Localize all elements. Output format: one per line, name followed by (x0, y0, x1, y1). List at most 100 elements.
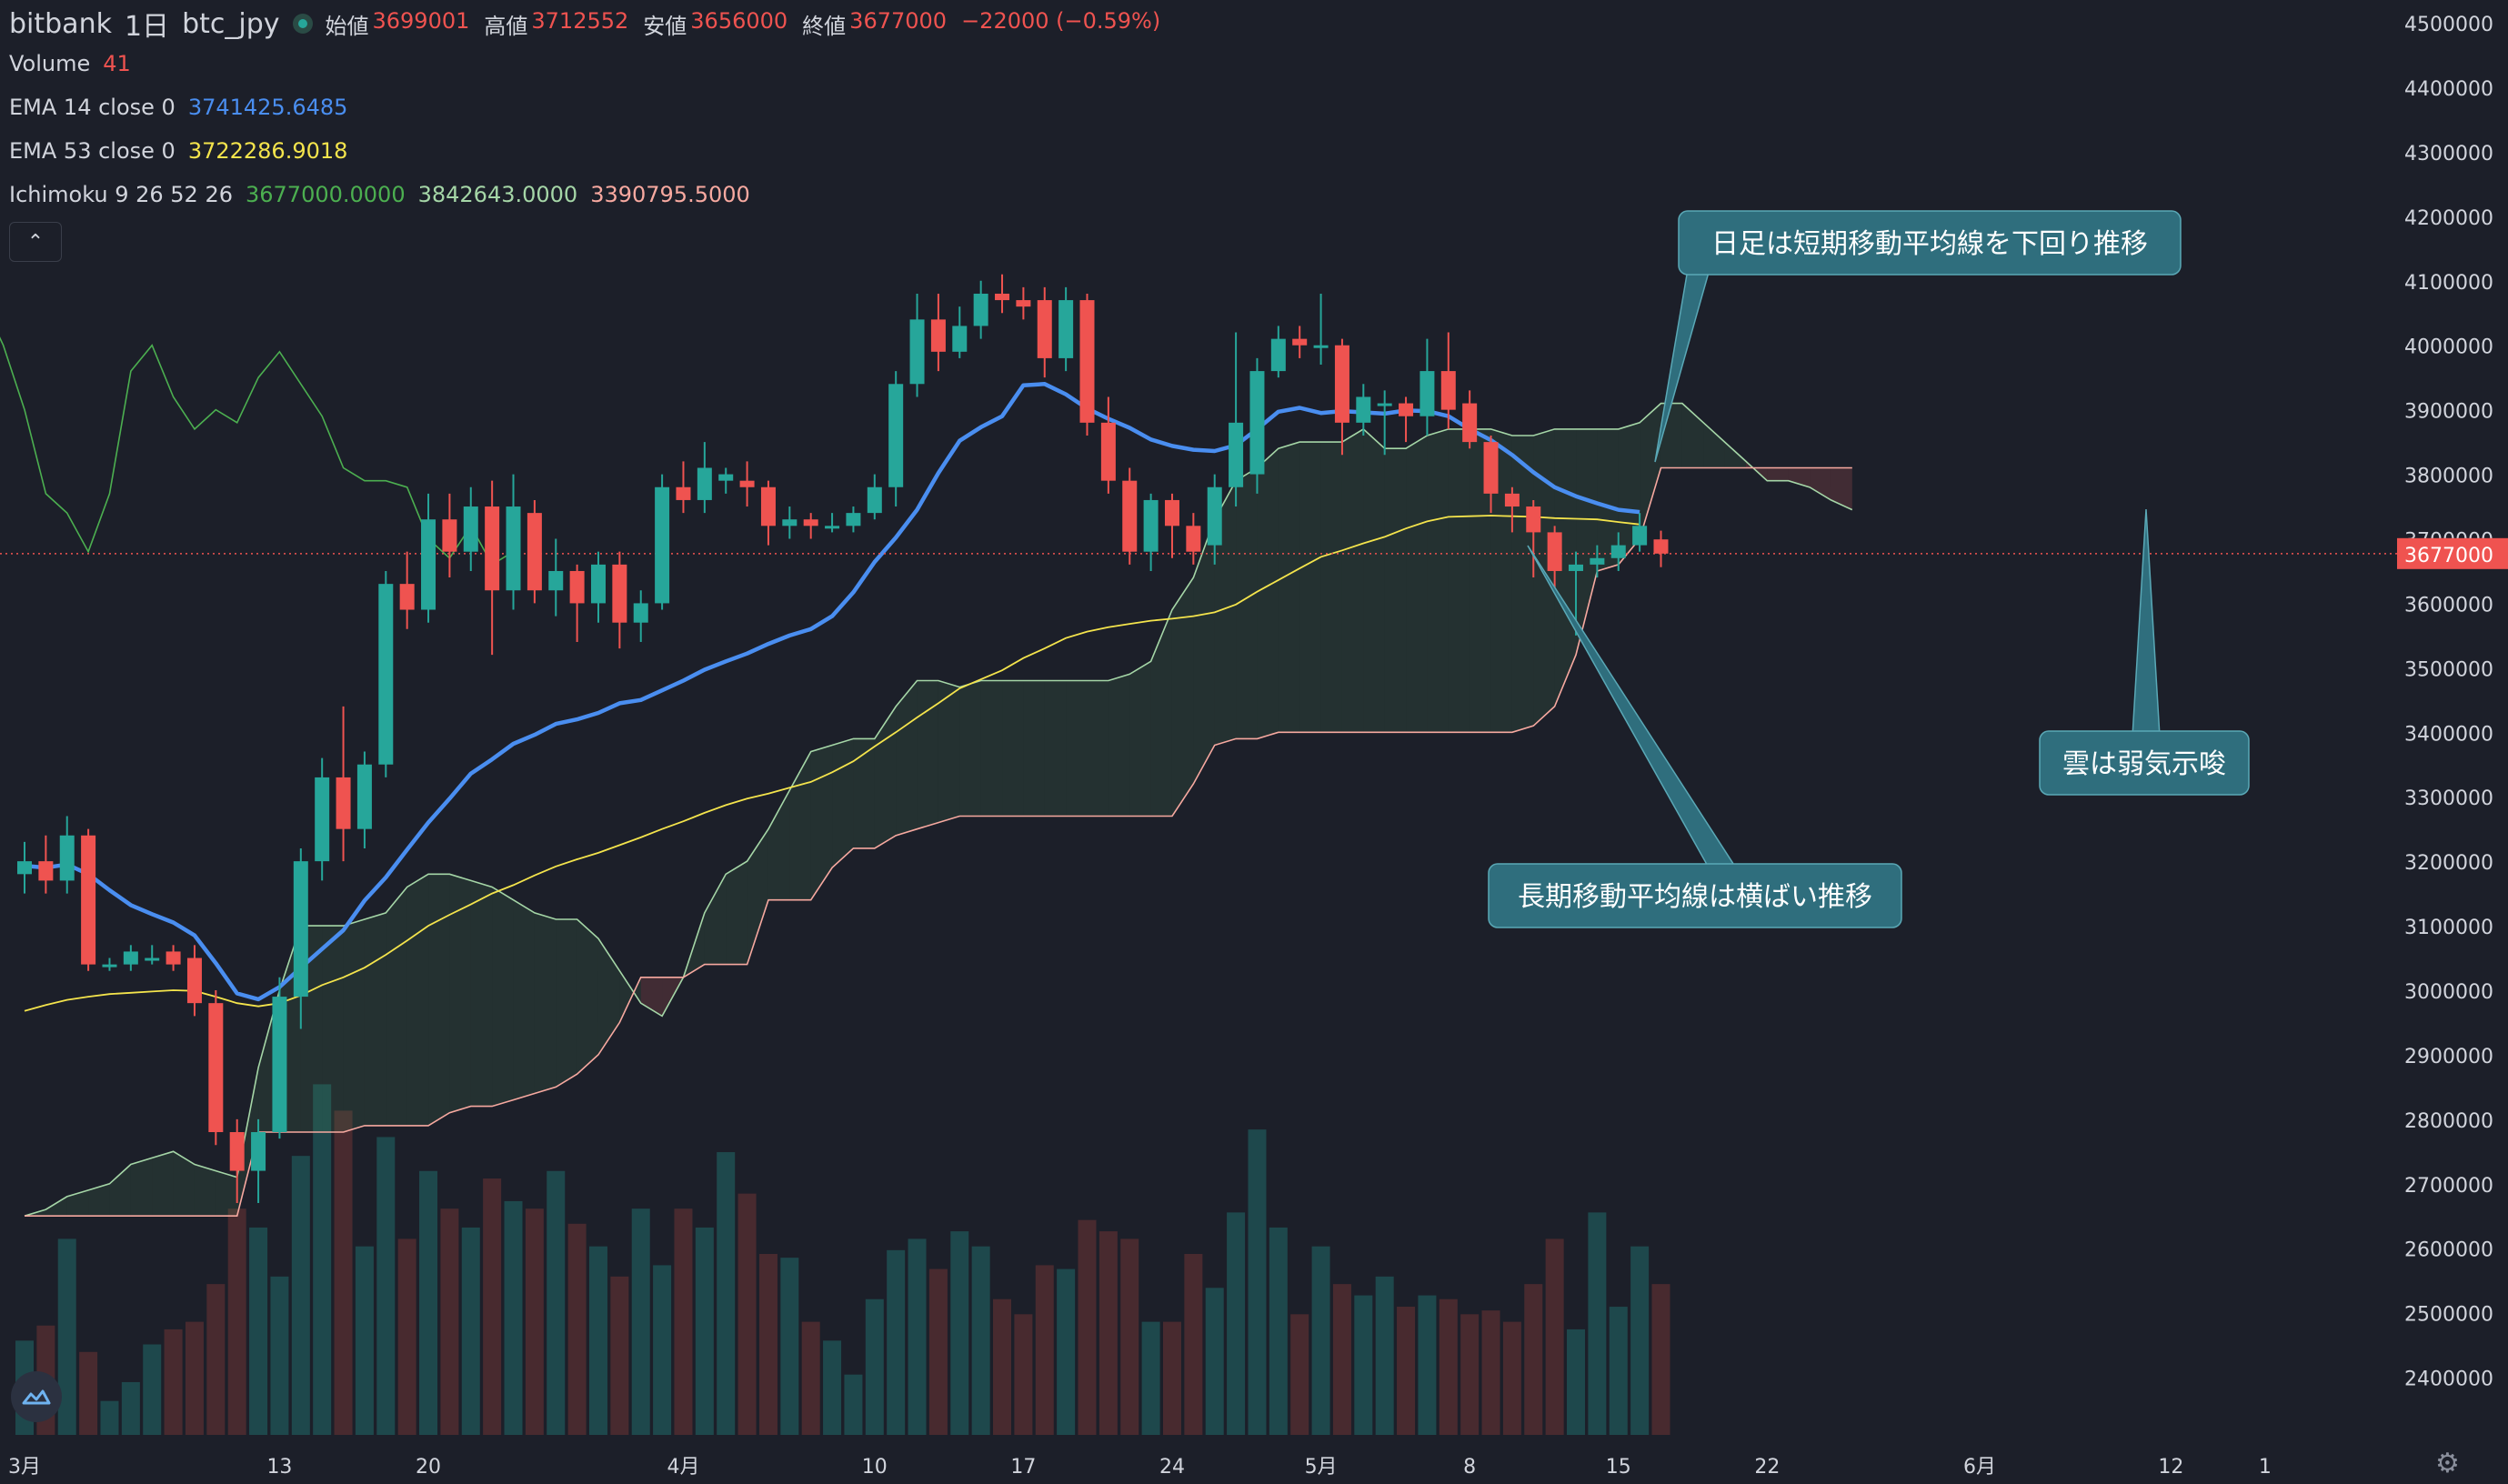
volume-bar (397, 1238, 416, 1435)
cloud-segment (1406, 436, 1428, 733)
legend: bitbank 1日 btc_jpy 始値 3699001 高値 3712552 安… (9, 5, 1160, 216)
cloud-segment (1448, 428, 1470, 733)
cloud-segment (343, 918, 365, 1133)
tradingview-logo[interactable] (11, 1371, 62, 1422)
candle-body (1504, 493, 1520, 507)
volume-bar (1502, 1321, 1521, 1435)
time-tick-label: 3月 (8, 1456, 41, 1479)
chevron-up-icon: ⌃ (26, 230, 45, 254)
candle-body (1440, 371, 1456, 410)
cloud-segment (810, 745, 833, 900)
cloud-segment (1236, 467, 1258, 739)
price-tick-label: 3200000 (2404, 852, 2493, 875)
price-tick-label: 4000000 (2404, 336, 2493, 359)
volume-bar (1609, 1307, 1628, 1435)
ema14-legend[interactable]: EMA 14 close 0 3741425.6485 (9, 85, 1160, 129)
ichimoku-legend[interactable]: Ichimoku 9 26 52 26 3677000.0000 3842643… (9, 173, 1160, 216)
candle-body (1590, 557, 1605, 565)
candle-body (548, 570, 564, 591)
candle-body (1270, 338, 1286, 372)
volume-bar (1567, 1329, 1586, 1435)
candle-body (1356, 396, 1371, 423)
cloud-segment (1129, 661, 1151, 817)
candle-body (1249, 371, 1265, 475)
cloud-segment (1257, 448, 1279, 739)
time-tick-label: 13 (266, 1456, 292, 1479)
volume-bar (1545, 1238, 1564, 1435)
candle-body (760, 486, 776, 526)
volume-bar (1290, 1314, 1309, 1435)
volume-bar (1460, 1314, 1480, 1435)
cloud-segment (938, 680, 960, 823)
candle-body (952, 326, 968, 352)
cloud-segment (1299, 442, 1321, 733)
cloud-segment (704, 874, 727, 965)
volume-bar (143, 1344, 162, 1435)
volume-bar (185, 1321, 204, 1435)
candle-body (1526, 506, 1541, 533)
cloud-segment (513, 899, 535, 1100)
candle-body (356, 764, 372, 829)
ema53-legend[interactable]: EMA 53 close 0 3722286.9018 (9, 129, 1160, 173)
candle-body (229, 1132, 245, 1171)
time-tick-label: 12 (2158, 1456, 2183, 1479)
volume-bar (567, 1223, 587, 1435)
volume-bar (313, 1084, 332, 1435)
volume-legend[interactable]: Volume 41 (9, 42, 1160, 85)
cloud-segment (1044, 680, 1067, 817)
candle-body (1547, 532, 1562, 571)
cloud-segment (980, 680, 1003, 817)
cloud-segment (1703, 422, 1725, 468)
time-tick-label: 22 (1754, 1456, 1780, 1479)
ichimoku-value-3: 3390795.5000 (590, 182, 750, 207)
volume-bar (1332, 1284, 1351, 1435)
gear-icon[interactable]: ⚙ (2435, 1448, 2460, 1479)
callout-box (1678, 210, 2182, 276)
price-tick-label: 2600000 (2404, 1239, 2493, 1262)
cloud-segment (1384, 448, 1407, 733)
symbol-name[interactable]: btc_jpy (182, 7, 280, 40)
candle-body (1037, 300, 1052, 358)
cloud-segment (534, 912, 557, 1094)
time-tick-label: 20 (416, 1456, 441, 1479)
volume-bar (376, 1137, 396, 1435)
cloud-segment (747, 828, 768, 965)
ema14-label: EMA 14 close 0 (9, 95, 176, 120)
cloud-segment (1554, 428, 1577, 707)
volume-bar (547, 1170, 566, 1435)
volume-bar (1524, 1284, 1543, 1435)
candle-body (1653, 539, 1669, 554)
candle-body (81, 835, 96, 965)
cloud-segment (492, 887, 514, 1107)
collapse-legend-button[interactable]: ⌃ (9, 222, 62, 262)
time-tick-label: 6月 (1963, 1456, 1996, 1479)
time-tick-label: 5月 (1305, 1456, 1338, 1479)
candle-body (186, 958, 202, 1004)
candle-body (930, 319, 946, 352)
volume-bar (1014, 1314, 1033, 1435)
interval-label[interactable]: 1日 (124, 11, 170, 43)
candle-body (506, 506, 521, 591)
volume-label: Volume (9, 51, 91, 76)
cloud-segment (1511, 436, 1534, 733)
open-label: 始値 (325, 13, 369, 39)
exchange-name[interactable]: bitbank (9, 7, 112, 40)
candle-body (166, 951, 181, 965)
low-value: 3656000 (690, 7, 788, 34)
volume-bar (1481, 1310, 1500, 1435)
high-label: 高値 (484, 13, 528, 39)
cloud-segment (1023, 680, 1045, 817)
cloud-segment (216, 1170, 237, 1217)
candle-body (739, 480, 755, 487)
candle-body (17, 861, 32, 875)
candle-body (251, 1132, 266, 1171)
volume-bar (249, 1227, 268, 1435)
candle-body (1334, 345, 1349, 423)
candle-body (1100, 422, 1116, 481)
volume-bar (206, 1284, 226, 1435)
candle-body (1569, 564, 1584, 571)
candle-body (145, 958, 160, 961)
cloud-segment (1087, 680, 1109, 817)
candle-body (1122, 480, 1138, 552)
